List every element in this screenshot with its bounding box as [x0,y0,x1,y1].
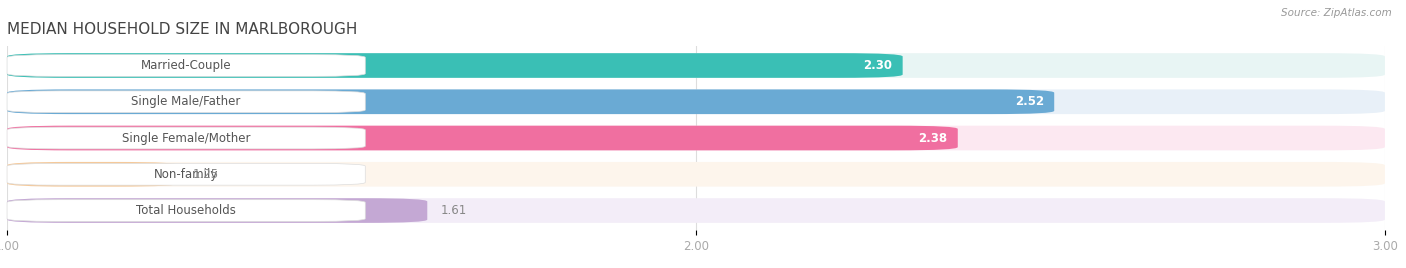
Text: 2.30: 2.30 [863,59,893,72]
FancyBboxPatch shape [7,90,1385,114]
FancyBboxPatch shape [7,91,366,113]
FancyBboxPatch shape [7,126,1385,150]
FancyBboxPatch shape [7,127,366,149]
FancyBboxPatch shape [7,53,1385,78]
Text: 1.25: 1.25 [193,168,219,181]
Text: MEDIAN HOUSEHOLD SIZE IN MARLBOROUGH: MEDIAN HOUSEHOLD SIZE IN MARLBOROUGH [7,23,357,38]
Text: Total Households: Total Households [136,204,236,217]
FancyBboxPatch shape [7,198,1385,223]
Text: 2.38: 2.38 [918,132,948,144]
FancyBboxPatch shape [7,200,366,221]
Text: Non-family: Non-family [155,168,218,181]
Text: 2.52: 2.52 [1015,95,1043,108]
Text: Single Male/Father: Single Male/Father [132,95,240,108]
FancyBboxPatch shape [7,198,427,223]
FancyBboxPatch shape [7,162,180,187]
Text: Single Female/Mother: Single Female/Mother [122,132,250,144]
FancyBboxPatch shape [7,55,366,76]
FancyBboxPatch shape [7,90,1054,114]
Text: Source: ZipAtlas.com: Source: ZipAtlas.com [1281,8,1392,18]
FancyBboxPatch shape [7,162,1385,187]
FancyBboxPatch shape [7,126,957,150]
FancyBboxPatch shape [7,53,903,78]
Text: Married-Couple: Married-Couple [141,59,232,72]
FancyBboxPatch shape [7,163,366,185]
Text: 1.61: 1.61 [441,204,467,217]
